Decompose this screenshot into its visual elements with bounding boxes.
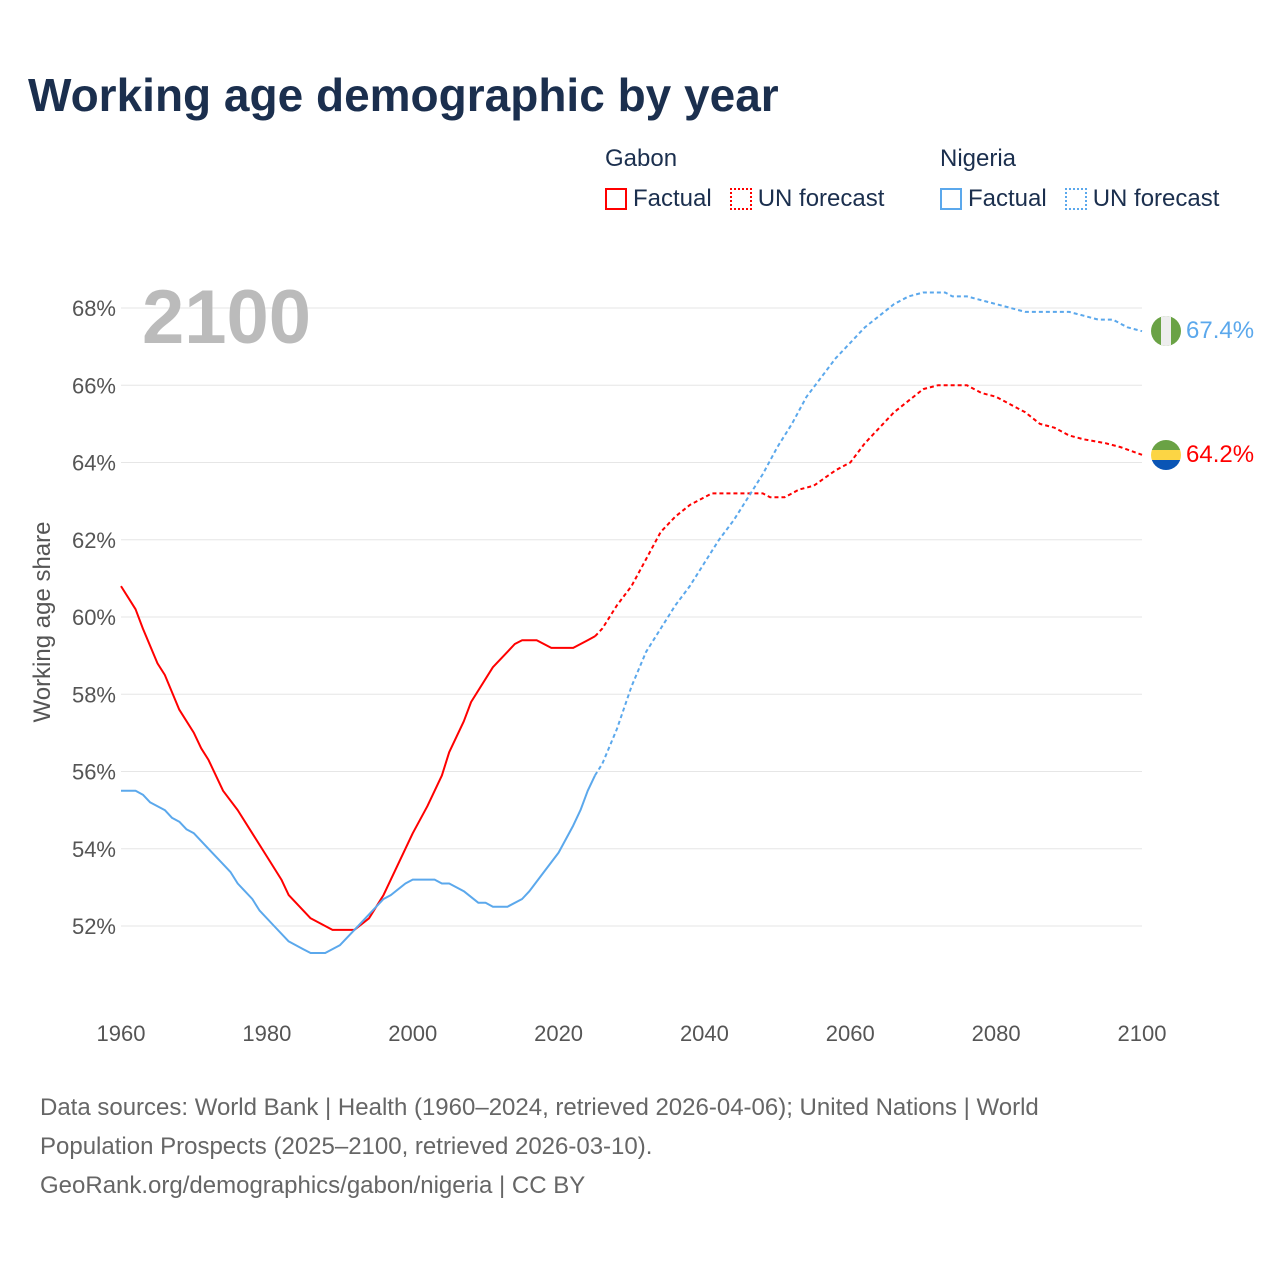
y-tick-label: 60% xyxy=(72,605,116,630)
legend-nigeria-forecast[interactable]: UN forecast xyxy=(1064,185,1220,213)
nigeria-end-label: 67.4% xyxy=(1186,317,1254,344)
y-tick-label: 62% xyxy=(72,528,116,553)
legend-nigeria-factual[interactable]: Factual xyxy=(940,185,1047,213)
legend-label: UN forecast xyxy=(1092,185,1220,212)
gabon-un-forecast-line xyxy=(594,384,1143,637)
legend-gabon: Gabon Factual UN forecast xyxy=(605,145,884,213)
footer-sources-line1: Data sources: World Bank | Health (1960–… xyxy=(40,1094,1039,1121)
y-tick-label: 66% xyxy=(72,373,116,398)
x-tick-label: 2060 xyxy=(826,1021,875,1046)
y-axis-label: Working age share xyxy=(29,522,56,723)
footer-attribution-link[interactable]: GeoRank.org/demographics/gabon/nigeria |… xyxy=(40,1172,586,1199)
x-tick-label: 1960 xyxy=(97,1021,146,1046)
swatch-solid-icon xyxy=(605,188,627,210)
y-tick-label: 64% xyxy=(72,451,116,476)
legend-nigeria-title: Nigeria xyxy=(940,145,1017,172)
y-tick-label: 54% xyxy=(72,837,116,862)
y-tick-label: 52% xyxy=(72,914,116,939)
legend-nigeria: Nigeria Factual UN forecast xyxy=(940,145,1219,213)
nigeria-flag-icon xyxy=(1151,316,1181,346)
gabon-end-label: 64.2% xyxy=(1186,441,1254,468)
nigeria-un-forecast-line xyxy=(594,291,1143,776)
legend-gabon-factual[interactable]: Factual xyxy=(605,185,712,213)
gabon-flag-icon xyxy=(1151,440,1181,470)
legend-label: Factual xyxy=(633,185,712,212)
swatch-solid-icon xyxy=(940,188,962,210)
footer: Data sources: World Bank | Health (1960–… xyxy=(40,1088,1190,1205)
x-tick-label: 2040 xyxy=(680,1021,729,1046)
x-tick-label: 1980 xyxy=(242,1021,291,1046)
y-tick-label: 68% xyxy=(72,296,116,321)
x-tick-label: 2080 xyxy=(972,1021,1021,1046)
legend-gabon-forecast[interactable]: UN forecast xyxy=(729,185,885,213)
y-tick-label: 58% xyxy=(72,682,116,707)
nigeria-factual-line xyxy=(121,774,596,954)
legend-label: Factual xyxy=(968,185,1047,212)
x-tick-label: 2020 xyxy=(534,1021,583,1046)
swatch-dotted-icon xyxy=(729,188,752,210)
x-tick-label: 2000 xyxy=(388,1021,437,1046)
y-tick-label: 56% xyxy=(72,760,116,785)
footer-sources-line2: Population Prospects (2025–2100, retriev… xyxy=(40,1133,653,1160)
year-watermark: 2100 xyxy=(142,275,311,360)
gabon-factual-line xyxy=(120,585,596,931)
chart-title: Working age demographic by year xyxy=(28,69,779,121)
x-tick-label: 2100 xyxy=(1118,1021,1167,1046)
legend-gabon-title: Gabon xyxy=(605,145,678,172)
swatch-dotted-icon xyxy=(1064,188,1087,210)
legend-label: UN forecast xyxy=(757,185,885,212)
